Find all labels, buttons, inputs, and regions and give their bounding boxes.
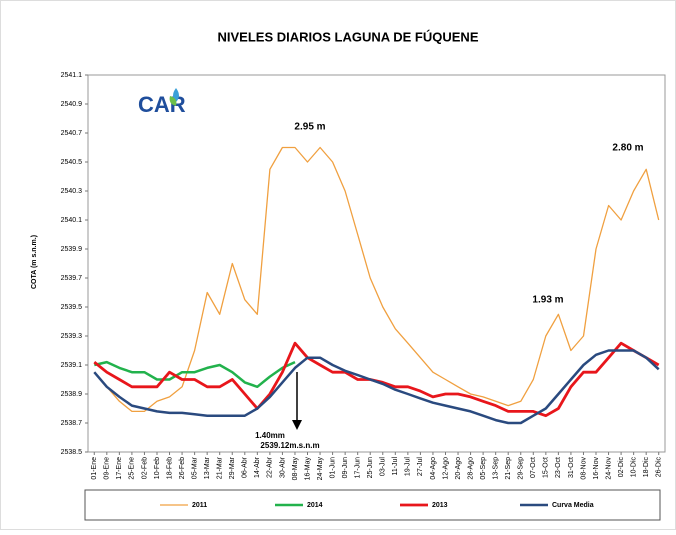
x-tick-label: 16-May: [304, 457, 311, 481]
y-axis-label: COTA (m s.n.m.): [31, 235, 38, 289]
annotation: 2.95 m: [294, 122, 325, 133]
x-tick-label: 25-Jun: [367, 457, 374, 479]
y-tick-label: 2540.1: [61, 217, 83, 224]
y-tick-label: 2540.5: [61, 159, 83, 166]
x-tick-label: 24-May: [317, 457, 324, 481]
x-tick-label: 17-Jun: [355, 457, 362, 479]
x-tick-label: 16-Nov: [593, 457, 600, 480]
annotation: 1.40mm: [255, 431, 285, 440]
x-tick-label: 22-Abr: [267, 456, 274, 478]
x-tick-label: 20-Ago: [455, 457, 462, 480]
x-tick-label: 30-Abr: [279, 456, 286, 478]
x-tick-label: 23-Oct: [555, 457, 562, 478]
arrow-head: [292, 420, 302, 430]
chart-title: NIVELES DIARIOS LAGUNA DE FÚQUENE: [218, 29, 479, 44]
x-tick-label: 31-Oct: [568, 457, 575, 478]
y-tick-label: 2540.3: [61, 188, 83, 195]
x-tick-label: 17-Ene: [116, 457, 123, 480]
x-tick-label: 24-Nov: [605, 457, 612, 480]
x-tick-label: 26-Feb: [179, 457, 186, 479]
x-tick-label: 15-Oct: [543, 457, 550, 478]
x-tick-label: 10-Dic: [630, 457, 637, 478]
x-tick-label: 29-Sep: [518, 457, 525, 480]
annotation: 1.93 m: [532, 295, 563, 306]
annotation: 2539.12m.s.n.m: [260, 441, 319, 450]
y-tick-label: 2539.3: [61, 333, 83, 340]
legend-label: 2013: [432, 502, 448, 509]
x-tick-label: 27-Jul: [417, 457, 424, 477]
x-tick-label: 29-Mar: [229, 456, 236, 479]
x-tick-label: 14-Abr: [254, 456, 261, 478]
logo: CAR: [138, 88, 186, 117]
x-tick-label: 21-Sep: [505, 457, 512, 480]
x-tick-label: 10-Feb: [154, 457, 161, 479]
annotation: 2.80 m: [612, 143, 643, 154]
y-tick-label: 2539.5: [61, 304, 83, 311]
x-tick-label: 28-Ago: [467, 457, 474, 480]
x-tick-label: 19-Jul: [405, 457, 412, 477]
x-tick-label: 02-Dic: [618, 457, 625, 478]
y-tick-label: 2540.9: [61, 101, 83, 108]
y-tick-label: 2540.7: [61, 130, 83, 137]
x-tick-label: 01-Jun: [329, 457, 336, 479]
y-tick-label: 2539.1: [61, 362, 83, 369]
legend-label: 2014: [307, 502, 323, 509]
x-tick-label: 08-Nov: [580, 457, 587, 480]
x-tick-label: 05-Sep: [480, 457, 487, 480]
x-tick-label: 07-Oct: [530, 457, 537, 478]
x-tick-label: 09-Ene: [104, 457, 111, 480]
x-tick-label: 02-Feb: [141, 457, 148, 479]
x-tick-label: 21-Mar: [217, 456, 224, 479]
x-tick-label: 08-May: [292, 457, 299, 481]
x-tick-label: 26-Dic: [656, 457, 663, 478]
x-tick-label: 13-Mar: [204, 456, 211, 479]
x-tick-label: 12-Ago: [442, 457, 449, 480]
y-tick-label: 2541.1: [61, 72, 83, 79]
x-tick-label: 25-Ene: [129, 457, 136, 480]
y-tick-label: 2539.9: [61, 246, 83, 253]
legend-label: 2011: [192, 502, 207, 509]
x-tick-label: 05-Mar: [191, 456, 198, 479]
x-tick-label: 11-Jul: [392, 457, 399, 476]
x-tick-label: 06-Abr: [242, 456, 249, 478]
series-line: [93, 349, 660, 425]
logo-leaf: [169, 96, 177, 106]
x-tick-label: 04-Ago: [430, 457, 437, 480]
series-line: [94, 360, 296, 389]
y-tick-label: 2538.7: [61, 420, 83, 427]
series-line: [93, 146, 660, 413]
y-tick-label: 2538.5: [61, 449, 83, 456]
x-tick-label: 09-Jun: [342, 457, 349, 479]
x-tick-label: 01-Ene: [91, 457, 98, 480]
y-tick-label: 2539.7: [61, 275, 83, 282]
plot-area: [87, 74, 666, 453]
legend-label: Curva Media: [552, 502, 594, 509]
y-tick-label: 2538.9: [61, 391, 83, 398]
x-tick-label: 18-Dic: [643, 457, 650, 478]
x-tick-label: 03-Jul: [380, 457, 387, 477]
x-tick-label: 13-Sep: [493, 457, 500, 480]
x-tick-label: 18-Feb: [166, 457, 173, 479]
